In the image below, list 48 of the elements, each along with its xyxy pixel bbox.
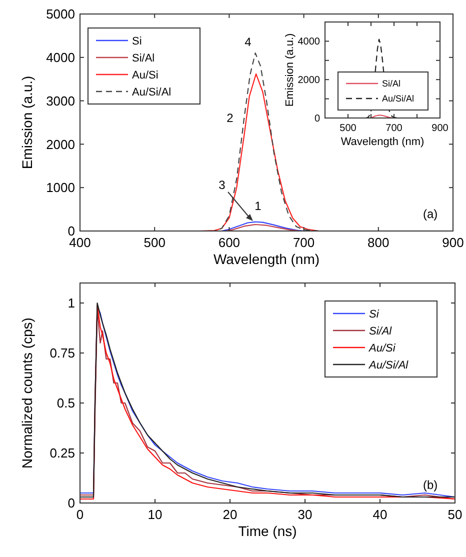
annotation: 2 xyxy=(226,111,234,125)
x-axis-title: Wavelength (nm) xyxy=(340,136,424,148)
x-axis-title: Time (ns) xyxy=(238,523,297,539)
legend-label: Au/Si xyxy=(368,342,396,354)
legend-label: Au/Si xyxy=(132,69,158,82)
y-tick-label: 5000 xyxy=(46,6,75,22)
y-tick-label: 0.25 xyxy=(50,446,75,461)
x-axis-title: Wavelength (nm) xyxy=(213,251,320,267)
y-tick-label: 4000 xyxy=(298,36,320,48)
annotation: 1 xyxy=(254,199,262,213)
x-tick-label: 20 xyxy=(222,507,238,522)
y-tick-label: 0 xyxy=(68,496,75,511)
y-tick-label: 1 xyxy=(68,296,75,311)
y-tick-label: 1000 xyxy=(46,180,75,196)
x-tick-label: 50 xyxy=(448,507,462,522)
y-tick-label: 2000 xyxy=(298,75,320,86)
y-tick-label: 3000 xyxy=(46,93,75,108)
legend-label: Si xyxy=(132,35,142,48)
legend-label: Si xyxy=(369,308,380,320)
y-axis-title: Emission (a.u.) xyxy=(284,33,296,107)
legend-label: Au/Si/Al xyxy=(132,86,172,98)
x-tick-label: 900 xyxy=(442,235,464,250)
x-tick-label: 900 xyxy=(432,123,449,134)
x-tick-label: 600 xyxy=(218,235,240,250)
x-tick-label: 700 xyxy=(386,123,403,134)
x-tick-label: 800 xyxy=(368,235,390,250)
y-axis-title: Emission (a.u.) xyxy=(19,76,35,170)
y-tick-label: 0 xyxy=(314,114,320,124)
x-tick-label: 500 xyxy=(144,235,166,250)
x-tick-label: 700 xyxy=(292,235,315,250)
y-axis-title: Normalized counts (cps) xyxy=(19,318,35,468)
y-tick-label: 0.5 xyxy=(56,396,75,411)
annotation: (b) xyxy=(423,478,438,492)
legend-label: Au/Si/Al xyxy=(382,94,414,104)
x-tick-label: 30 xyxy=(298,507,312,522)
annotation: (a) xyxy=(423,207,438,221)
annotation: 4 xyxy=(244,35,252,49)
legend-label: Si/Al xyxy=(369,325,392,338)
legend-label: Si/Al xyxy=(132,52,155,64)
y-tick-label: 4000 xyxy=(46,50,75,65)
y-tick-label: 0.75 xyxy=(50,346,75,361)
legend-label: Au/Si/Al xyxy=(368,359,409,372)
x-tick-label: 500 xyxy=(340,123,357,134)
y-tick-label: 2000 xyxy=(46,136,75,152)
x-tick-label: 40 xyxy=(372,507,388,522)
legend-label: Si/Al xyxy=(382,78,401,89)
x-tick-label: 10 xyxy=(148,507,162,522)
annotation: 3 xyxy=(218,178,226,192)
